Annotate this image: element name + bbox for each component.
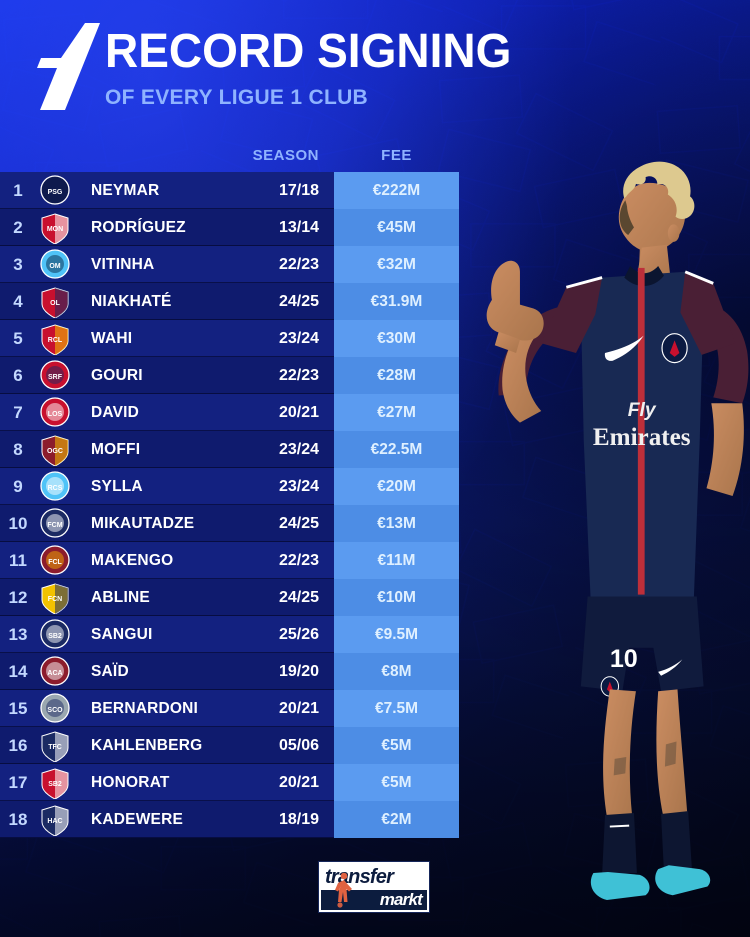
svg-text:OM: OM	[49, 263, 60, 270]
svg-text:FCL: FCL	[48, 559, 62, 566]
svg-text:HAC: HAC	[47, 818, 62, 825]
svg-text:FCN: FCN	[48, 596, 62, 603]
svg-text:Emirates: Emirates	[593, 424, 691, 451]
svg-text:SB2: SB2	[48, 781, 62, 788]
svg-text:SCO: SCO	[47, 707, 63, 714]
svg-text:LOS: LOS	[48, 411, 63, 418]
svg-text:TFC: TFC	[48, 744, 62, 751]
svg-text:SB2: SB2	[48, 633, 62, 640]
svg-text:Fly: Fly	[628, 400, 657, 421]
svg-text:SRF: SRF	[48, 374, 63, 381]
svg-text:RCS: RCS	[48, 485, 63, 492]
svg-text:RCL: RCL	[48, 337, 63, 344]
svg-text:10: 10	[610, 645, 638, 673]
svg-text:ACA: ACA	[47, 670, 62, 677]
svg-text:FCM: FCM	[47, 522, 62, 529]
svg-text:OGC: OGC	[47, 448, 63, 455]
svg-text:OL: OL	[50, 300, 60, 307]
svg-text:PSG: PSG	[48, 189, 63, 196]
svg-text:MON: MON	[47, 226, 63, 233]
